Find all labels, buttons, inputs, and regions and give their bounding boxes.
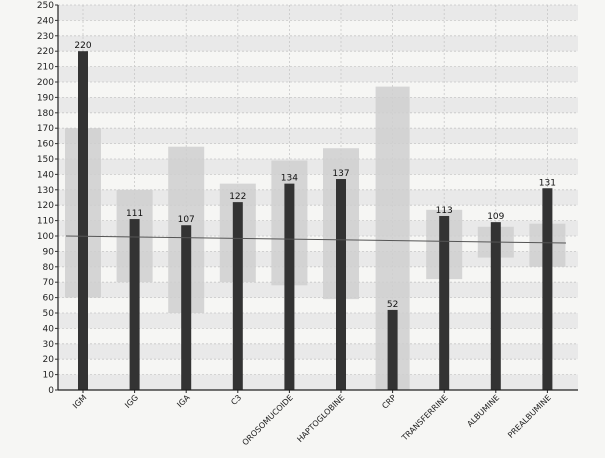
y-tick-label: 170 bbox=[37, 124, 54, 134]
data-bar bbox=[181, 225, 192, 390]
data-bar bbox=[284, 183, 295, 390]
data-bar bbox=[232, 202, 243, 390]
y-tick-label: 20 bbox=[43, 355, 55, 365]
data-label: 52 bbox=[387, 300, 398, 310]
y-tick-label: 140 bbox=[37, 170, 54, 180]
data-label: 220 bbox=[74, 41, 91, 51]
data-bar bbox=[490, 222, 501, 390]
y-tick-label: 240 bbox=[37, 16, 54, 26]
y-tick-label: 60 bbox=[43, 294, 55, 304]
y-tick-label: 50 bbox=[43, 309, 55, 319]
y-tick-label: 100 bbox=[37, 232, 54, 242]
y-tick-label: 130 bbox=[37, 186, 54, 196]
data-label: 113 bbox=[436, 206, 453, 216]
grid-band bbox=[58, 66, 578, 82]
x-category-label: TRANSFERRINE bbox=[400, 393, 450, 443]
grid-band bbox=[58, 35, 578, 52]
y-tick-label: 200 bbox=[37, 78, 54, 88]
y-tick-label: 220 bbox=[37, 47, 54, 57]
data-label: 131 bbox=[539, 178, 556, 188]
grid-band bbox=[58, 159, 578, 175]
x-category-label: IGG bbox=[123, 393, 140, 410]
y-tick-label: 90 bbox=[43, 247, 55, 257]
data-label: 134 bbox=[281, 174, 298, 184]
y-tick-label: 40 bbox=[43, 324, 55, 334]
x-category-label: IGA bbox=[175, 393, 192, 410]
data-bar bbox=[336, 179, 346, 390]
x-category-label: C3 bbox=[229, 393, 243, 407]
reference-line-100 bbox=[65, 235, 567, 244]
data-labels: 220 111 107 122 134 137 52 113 109 131 bbox=[74, 41, 556, 310]
y-tick-label: 210 bbox=[37, 63, 54, 73]
x-category-label: OROSOMUCOIDE bbox=[241, 393, 295, 447]
y-tick-label: 150 bbox=[37, 155, 54, 165]
reference-line bbox=[65, 235, 567, 244]
y-tick-label: 190 bbox=[37, 93, 54, 103]
y-tick-label: 10 bbox=[43, 371, 55, 381]
data-bar bbox=[542, 188, 553, 390]
axes bbox=[57, 5, 578, 391]
y-axis-ticks: 0 10 20 30 40 50 60 70 80 90 100 110 120 130 140 150 160… bbox=[37, 1, 58, 396]
y-tick-label: 0 bbox=[48, 386, 54, 396]
data-bar bbox=[78, 51, 88, 390]
data-label: 111 bbox=[126, 209, 143, 219]
x-category-label: CRP bbox=[380, 393, 398, 411]
x-category-label: ALBUMINE bbox=[465, 393, 501, 429]
y-tick-label: 30 bbox=[43, 340, 55, 350]
x-category-label: PREALBUMINE bbox=[506, 393, 553, 440]
x-category-label: IGM bbox=[71, 393, 88, 410]
y-tick-label: 250 bbox=[37, 1, 54, 11]
y-tick-label: 110 bbox=[37, 217, 54, 227]
y-tick-label: 180 bbox=[37, 109, 54, 119]
data-label: 137 bbox=[332, 169, 349, 179]
data-bar bbox=[387, 309, 398, 390]
data-bar bbox=[129, 219, 140, 390]
data-bar bbox=[439, 215, 450, 390]
y-tick-label: 70 bbox=[43, 278, 55, 288]
grid-band bbox=[58, 5, 578, 21]
y-tick-label: 120 bbox=[37, 201, 54, 211]
y-tick-label: 160 bbox=[37, 140, 54, 150]
grid-band bbox=[58, 97, 578, 113]
data-label: 107 bbox=[178, 215, 195, 225]
data-label: 122 bbox=[229, 192, 246, 202]
data-bars bbox=[78, 51, 553, 390]
data-label: 109 bbox=[487, 212, 504, 222]
y-tick-label: 230 bbox=[37, 32, 54, 42]
x-category-label: HAPTOGLOBINE bbox=[295, 393, 346, 444]
y-tick-label: 80 bbox=[43, 263, 55, 273]
grid-band bbox=[58, 128, 578, 144]
